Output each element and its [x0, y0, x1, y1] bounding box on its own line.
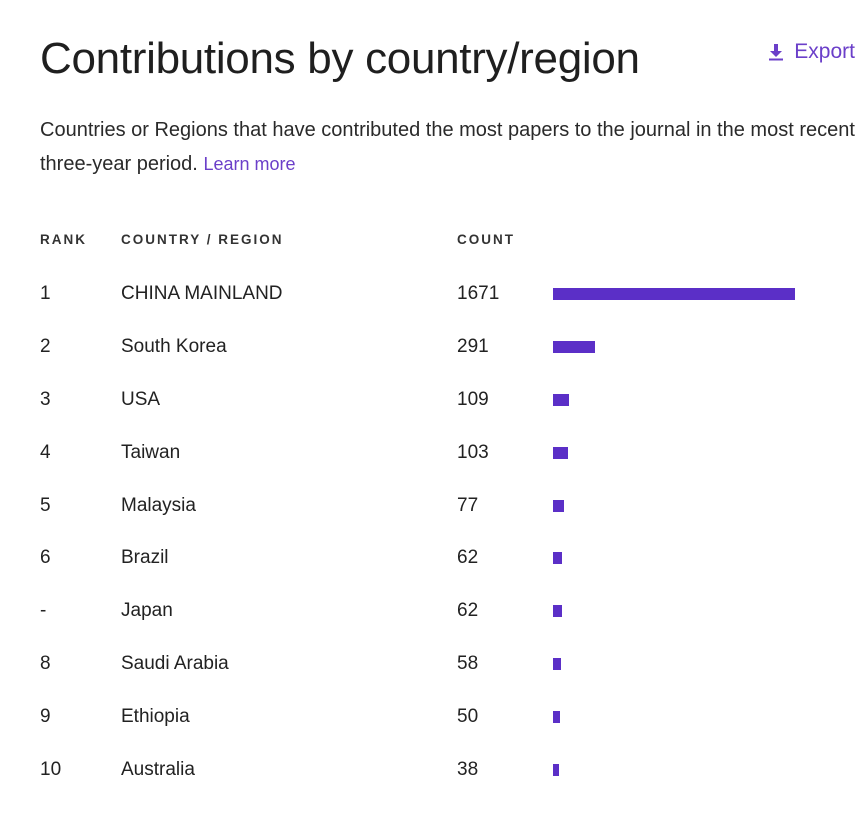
country-cell: CHINA MAINLAND — [121, 283, 283, 305]
download-icon — [768, 43, 784, 61]
export-button[interactable]: Export — [768, 40, 855, 64]
table-row: 10 Australia 38 — [40, 743, 840, 796]
rank-cell: 6 — [40, 547, 51, 569]
count-cell: 50 — [457, 705, 479, 727]
rank-cell: 2 — [40, 336, 51, 358]
count-bar-track — [553, 552, 840, 565]
count-cell: 62 — [457, 600, 479, 622]
count-cell: 77 — [457, 494, 479, 516]
country-cell: USA — [121, 388, 161, 410]
country-cell: Malaysia — [121, 494, 196, 516]
rank-cell: 10 — [40, 758, 62, 780]
rank-cell: 8 — [40, 652, 51, 674]
rank-cell: 1 — [40, 283, 51, 305]
rank-cell: 9 — [40, 705, 51, 727]
description: Countries or Regions that have contribut… — [40, 113, 855, 181]
count-bar — [553, 499, 564, 512]
table-row: 6 Brazil 62 — [40, 532, 840, 585]
table-header: RANK COUNTRY / REGION COUNT — [40, 224, 840, 254]
page-title: Contributions by country/region — [40, 34, 640, 83]
rank-cell: 3 — [40, 388, 51, 410]
contributions-table: RANK COUNTRY / REGION COUNT 1 CHINA MAINL… — [40, 224, 840, 796]
count-cell: 38 — [457, 758, 479, 780]
country-cell: Saudi Arabia — [121, 652, 229, 674]
count-cell: 58 — [457, 652, 479, 674]
country-cell: Taiwan — [121, 441, 181, 463]
count-bar-track — [553, 341, 840, 354]
count-bar — [553, 763, 559, 776]
count-bar — [553, 710, 560, 723]
country-cell: Brazil — [121, 547, 169, 569]
rank-cell: - — [40, 600, 47, 622]
count-cell: 1671 — [457, 283, 500, 305]
count-cell: 103 — [457, 441, 489, 463]
export-label: Export — [794, 40, 855, 63]
table-row: 3 USA 109 — [40, 374, 840, 427]
table-row: - Japan 62 — [40, 585, 840, 638]
table-row: 2 South Korea 291 — [40, 321, 840, 374]
rank-cell: 5 — [40, 494, 51, 516]
country-cell: Australia — [121, 758, 195, 780]
country-column-header: COUNTRY / REGION — [121, 231, 284, 247]
count-column-header: COUNT — [457, 231, 515, 247]
table-row: 1 CHINA MAINLAND 1671 — [40, 268, 840, 321]
count-bar — [553, 446, 568, 459]
count-cell: 62 — [457, 547, 479, 569]
count-bar-track — [553, 763, 840, 776]
table-row: 9 Ethiopia 50 — [40, 690, 840, 743]
table-row: 5 Malaysia 77 — [40, 479, 840, 532]
count-bar-track — [553, 288, 840, 301]
rank-cell: 4 — [40, 441, 51, 463]
country-cell: South Korea — [121, 336, 227, 358]
table-row: 8 Saudi Arabia 58 — [40, 638, 840, 691]
table-row: 4 Taiwan 103 — [40, 426, 840, 479]
count-cell: 109 — [457, 388, 489, 410]
count-bar-track — [553, 710, 840, 723]
count-bar-track — [553, 605, 840, 618]
table-body: 1 CHINA MAINLAND 1671 2 South Korea 291 3 USA 10… — [40, 268, 840, 796]
count-bar-track — [553, 657, 840, 670]
count-bar — [553, 341, 595, 354]
country-cell: Ethiopia — [121, 705, 190, 727]
count-bar-track — [553, 499, 840, 512]
learn-more-link[interactable]: Learn more — [203, 154, 296, 174]
count-bar — [553, 552, 562, 565]
count-bar-track — [553, 446, 840, 459]
country-cell: Japan — [121, 600, 173, 622]
count-bar — [553, 605, 562, 618]
rank-column-header: RANK — [40, 231, 87, 247]
count-bar — [553, 288, 795, 301]
count-bar-track — [553, 393, 840, 406]
count-bar — [553, 657, 561, 670]
count-bar — [553, 393, 569, 406]
count-cell: 291 — [457, 336, 489, 358]
description-text: Countries or Regions that have contribut… — [40, 119, 855, 175]
